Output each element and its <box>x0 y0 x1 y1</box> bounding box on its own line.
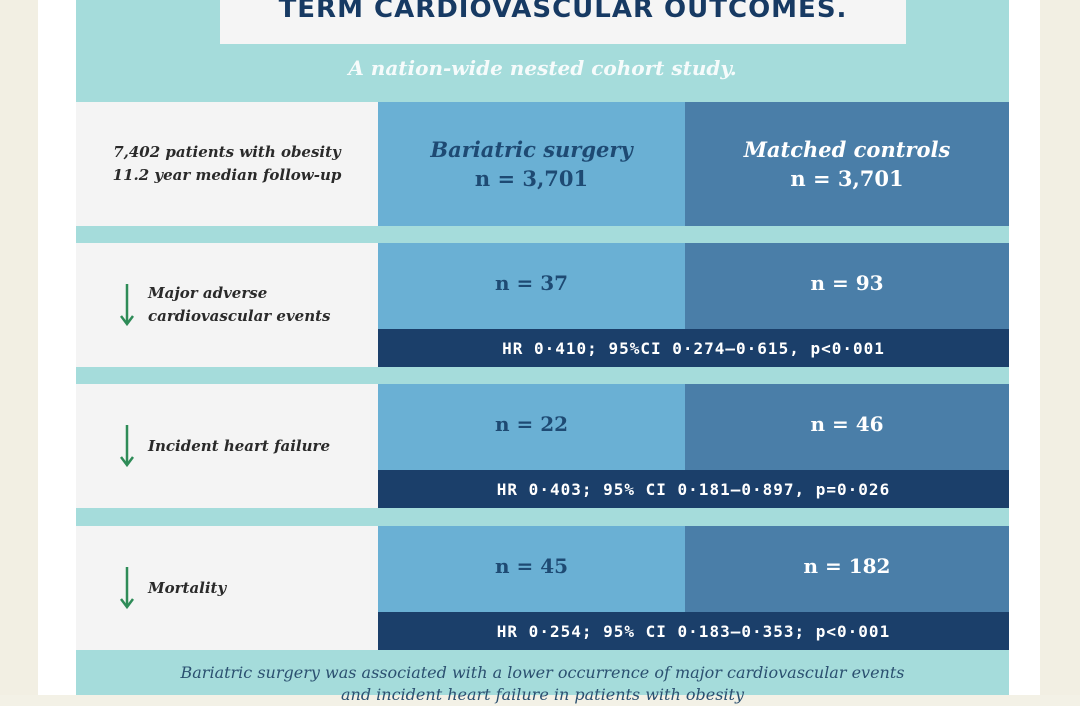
surgery-group-count: n = 3,701 <box>474 166 589 191</box>
surgery-group-header: Bariatric surgery n = 3,701 <box>378 102 685 226</box>
control-group-header: Matched controls n = 3,701 <box>685 102 1009 226</box>
left-background-strip <box>0 0 38 695</box>
conclusion-text: Bariatric surgery was associated with a … <box>76 662 1009 706</box>
cohort-patients: 7,402 patients with obesity <box>113 143 341 161</box>
hazard-ratio-mace: HR 0·410; 95%CI 0·274–0·615, p<0·001 <box>378 329 1009 367</box>
infographic-subtitle: A nation-wide nested cohort study. <box>348 56 737 80</box>
conclusion-line-1: Bariatric surgery was associated with a … <box>180 663 905 682</box>
infographic-panel: TERM CARDIOVASCULAR OUTCOMES. A nation-w… <box>76 0 1009 704</box>
surgery-count-mace: n = 37 <box>378 243 685 329</box>
cohort-follow-up: 11.2 year median follow-up <box>112 166 342 184</box>
hazard-ratio-mortality: HR 0·254; 95% CI 0·183–0·353; p<0·001 <box>378 612 1009 650</box>
hazard-ratio-heart-failure: HR 0·403; 95% CI 0·181–0·897, p=0·026 <box>378 470 1009 508</box>
right-background-strip <box>1040 0 1080 695</box>
left-white-margin <box>38 0 76 695</box>
control-group-name: Matched controls <box>743 137 951 162</box>
down-arrow-icon <box>120 567 134 610</box>
outcome-label-mortality: Mortality <box>76 526 378 650</box>
control-count-mortality: n = 182 <box>685 526 1009 612</box>
control-group-count: n = 3,701 <box>790 166 904 191</box>
conclusion-line-2: and incident heart failure in patients w… <box>341 685 744 704</box>
surgery-count-heart-failure: n = 22 <box>378 384 685 470</box>
control-count-mace: n = 93 <box>685 243 1009 329</box>
infographic-title: TERM CARDIOVASCULAR OUTCOMES. <box>278 0 848 24</box>
cohort-description: 7,402 patients with obesity 11.2 year me… <box>76 102 378 226</box>
surgery-group-name: Bariatric surgery <box>430 137 633 162</box>
right-white-margin <box>1009 0 1040 695</box>
outcome-name: Major adverse <box>148 284 268 302</box>
outcome-label-mace: Major adverse cardiovascular events <box>76 243 378 367</box>
outcome-name: Mortality <box>148 578 227 597</box>
outcome-name-continued: cardiovascular events <box>148 307 331 325</box>
control-count-heart-failure: n = 46 <box>685 384 1009 470</box>
down-arrow-icon <box>120 425 134 468</box>
surgery-count-mortality: n = 45 <box>378 526 685 612</box>
title-box: TERM CARDIOVASCULAR OUTCOMES. <box>220 0 906 44</box>
outcome-label-heart-failure: Incident heart failure <box>76 384 378 508</box>
outcome-name: Incident heart failure <box>148 436 330 455</box>
down-arrow-icon <box>120 284 134 327</box>
